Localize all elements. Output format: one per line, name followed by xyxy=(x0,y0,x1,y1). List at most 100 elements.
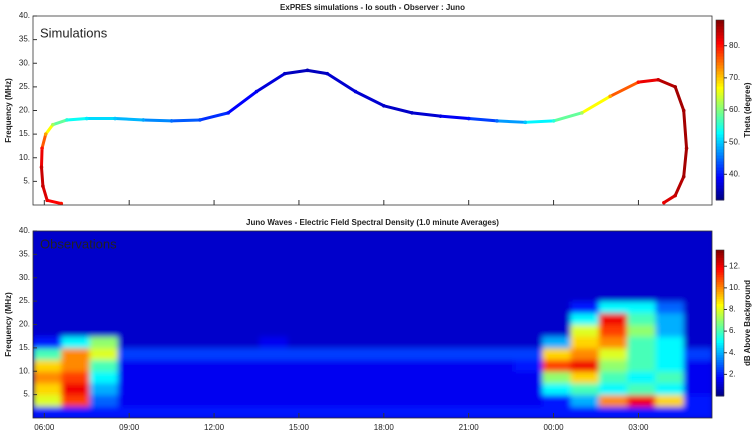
heatmap-cell xyxy=(570,359,600,372)
curve-point xyxy=(141,118,146,122)
x-tick-label: 06:00 xyxy=(34,423,55,432)
heatmap-cell xyxy=(400,371,430,384)
heatmap-cell xyxy=(570,324,600,337)
heatmap-cell xyxy=(146,312,175,325)
x-tick-label: 12:00 xyxy=(204,423,225,432)
heatmap-cell xyxy=(513,359,543,372)
heatmap-cell xyxy=(627,347,656,361)
heatmap-cell xyxy=(513,277,543,290)
curve-point xyxy=(673,85,678,89)
heatmap-cell xyxy=(683,347,712,361)
heatmap-cell xyxy=(570,289,600,302)
colorbar-step xyxy=(716,281,724,285)
heatmap-cell xyxy=(146,336,175,349)
curve-point xyxy=(662,200,666,205)
heatmap-cell xyxy=(429,254,458,267)
heatmap-cell xyxy=(570,371,600,384)
curve-point xyxy=(51,122,55,127)
heatmap-cell xyxy=(683,359,712,372)
heatmap-cell xyxy=(542,347,572,361)
heatmap-cell xyxy=(400,394,430,407)
heatmap-cell xyxy=(542,324,572,337)
heatmap-cell xyxy=(429,406,458,418)
colorbar-step xyxy=(716,310,724,314)
heatmap-cell xyxy=(683,301,712,314)
heatmap-cell xyxy=(287,301,317,314)
y-tick-label: 20. xyxy=(19,106,30,115)
heatmap-cell xyxy=(231,301,260,314)
curve-point xyxy=(608,94,612,99)
heatmap-cell xyxy=(231,254,260,267)
colorbar-step xyxy=(716,393,724,397)
heatmap-cell xyxy=(372,324,402,337)
heatmap-cell xyxy=(202,394,232,407)
heatmap-cell xyxy=(400,312,430,325)
heatmap-cell xyxy=(315,347,345,361)
heatmap-cell xyxy=(231,277,260,290)
heatmap-cell xyxy=(146,289,175,302)
colorbar-tick-label: 2. xyxy=(729,369,736,378)
heatmap-cell xyxy=(231,312,260,325)
curve-segment xyxy=(198,111,230,122)
heatmap-cell xyxy=(231,394,260,407)
curve-segment xyxy=(354,90,386,108)
colorbar-step xyxy=(716,68,724,72)
colorbar-step xyxy=(716,80,724,84)
curve-point xyxy=(254,89,259,94)
x-tick-label: 18:00 xyxy=(374,423,395,432)
heatmap-cell xyxy=(598,371,628,384)
curve-point xyxy=(466,116,471,121)
heatmap-cell xyxy=(61,254,91,267)
heatmap-cell xyxy=(627,336,656,349)
heatmap-cell xyxy=(61,231,91,244)
heatmap-cell xyxy=(429,371,458,384)
heatmap-cell xyxy=(202,289,232,302)
heatmap-cell xyxy=(598,266,628,279)
heatmap-cell xyxy=(61,312,91,325)
heatmap-cell xyxy=(231,324,260,337)
heatmap-cell xyxy=(570,394,600,407)
heatmap-cell xyxy=(429,231,458,244)
heatmap-cell xyxy=(174,277,204,290)
colorbar-step xyxy=(716,323,724,326)
heatmap-cell xyxy=(33,231,62,244)
heatmap-cell xyxy=(570,277,600,290)
heatmap-cell xyxy=(33,336,62,349)
curve-point xyxy=(43,132,48,136)
heatmap-cell xyxy=(627,371,656,384)
heatmap-cell xyxy=(457,266,487,279)
heatmap-cell xyxy=(117,347,147,361)
heatmap-cell xyxy=(400,359,430,372)
heatmap-cell xyxy=(61,242,91,255)
curve-point xyxy=(113,116,117,121)
colorbar-step xyxy=(716,354,724,358)
curve-segment xyxy=(305,68,329,76)
colorbar-step xyxy=(716,86,724,90)
colorbar-step xyxy=(716,50,724,54)
heatmap-cell xyxy=(33,266,62,279)
heatmap-cell xyxy=(174,336,204,349)
heatmap-cell xyxy=(287,347,317,361)
heatmap-cell xyxy=(627,289,656,302)
y-tick-label: 35. xyxy=(19,35,30,44)
heatmap-cell xyxy=(542,336,572,349)
colorbar-step xyxy=(716,65,724,69)
heatmap-cell xyxy=(683,336,712,349)
heatmap-cell xyxy=(89,301,119,314)
colorbar-step xyxy=(716,257,724,261)
heatmap-cell xyxy=(683,277,712,290)
colorbar-step xyxy=(716,340,724,343)
heatmap-cell xyxy=(146,231,175,244)
curve-point xyxy=(353,89,358,94)
heatmap-cell xyxy=(683,231,712,244)
y-tick-label: 35. xyxy=(19,249,30,258)
colorbar-step xyxy=(716,361,724,365)
heatmap-cell xyxy=(400,277,430,290)
heatmap-cell xyxy=(117,254,147,267)
y-tick-label: 40. xyxy=(19,11,30,20)
curve-segment xyxy=(467,117,499,123)
heatmap-cell xyxy=(231,289,260,302)
heatmap-cell xyxy=(231,231,260,244)
heatmap-cell xyxy=(485,266,515,279)
heatmap-cell xyxy=(202,312,232,325)
